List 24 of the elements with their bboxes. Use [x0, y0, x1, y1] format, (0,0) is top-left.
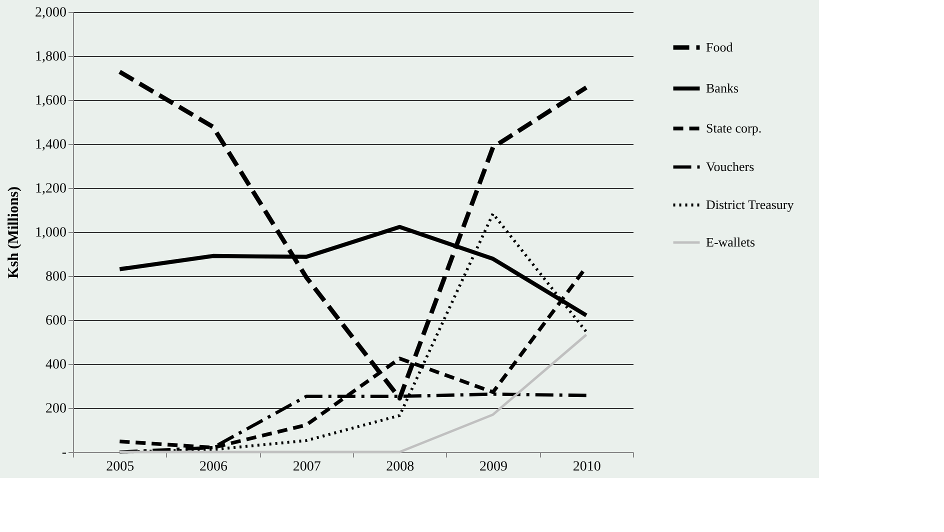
legend-label: Vouchers — [706, 159, 754, 174]
x-tick-label: 2007 — [292, 460, 321, 474]
x-tick-label: 2005 — [106, 460, 134, 474]
y-axis-title: Ksh (Millions) — [6, 186, 22, 279]
y-tick-label: 1,800 — [35, 50, 66, 64]
y-tick-label: 1,200 — [35, 182, 66, 196]
y-tick-label: 600 — [46, 314, 66, 328]
legend-label: Banks — [706, 80, 738, 96]
x-tick-label: 2006 — [200, 460, 228, 474]
x-tick-label: 2008 — [386, 460, 414, 474]
y-tick-label: 1,600 — [35, 94, 66, 108]
x-tick-label: 2009 — [480, 460, 508, 474]
y-tick-label: 1,400 — [35, 138, 66, 152]
y-tick-label: 200 — [46, 402, 66, 416]
legend-label: E-wallets — [706, 234, 756, 250]
x-tick-label: 2010 — [572, 460, 601, 474]
y-tick-label: 800 — [46, 270, 66, 284]
y-tick-label: - — [62, 446, 67, 460]
legend-label: District Treasury — [706, 197, 794, 212]
y-tick-label: 400 — [46, 358, 66, 372]
y-tick-label: 2,000 — [35, 6, 66, 20]
legend-label: State corp. — [706, 120, 762, 136]
legend-label: Food — [706, 40, 734, 54]
y-tick-label: 1,000 — [35, 226, 66, 240]
